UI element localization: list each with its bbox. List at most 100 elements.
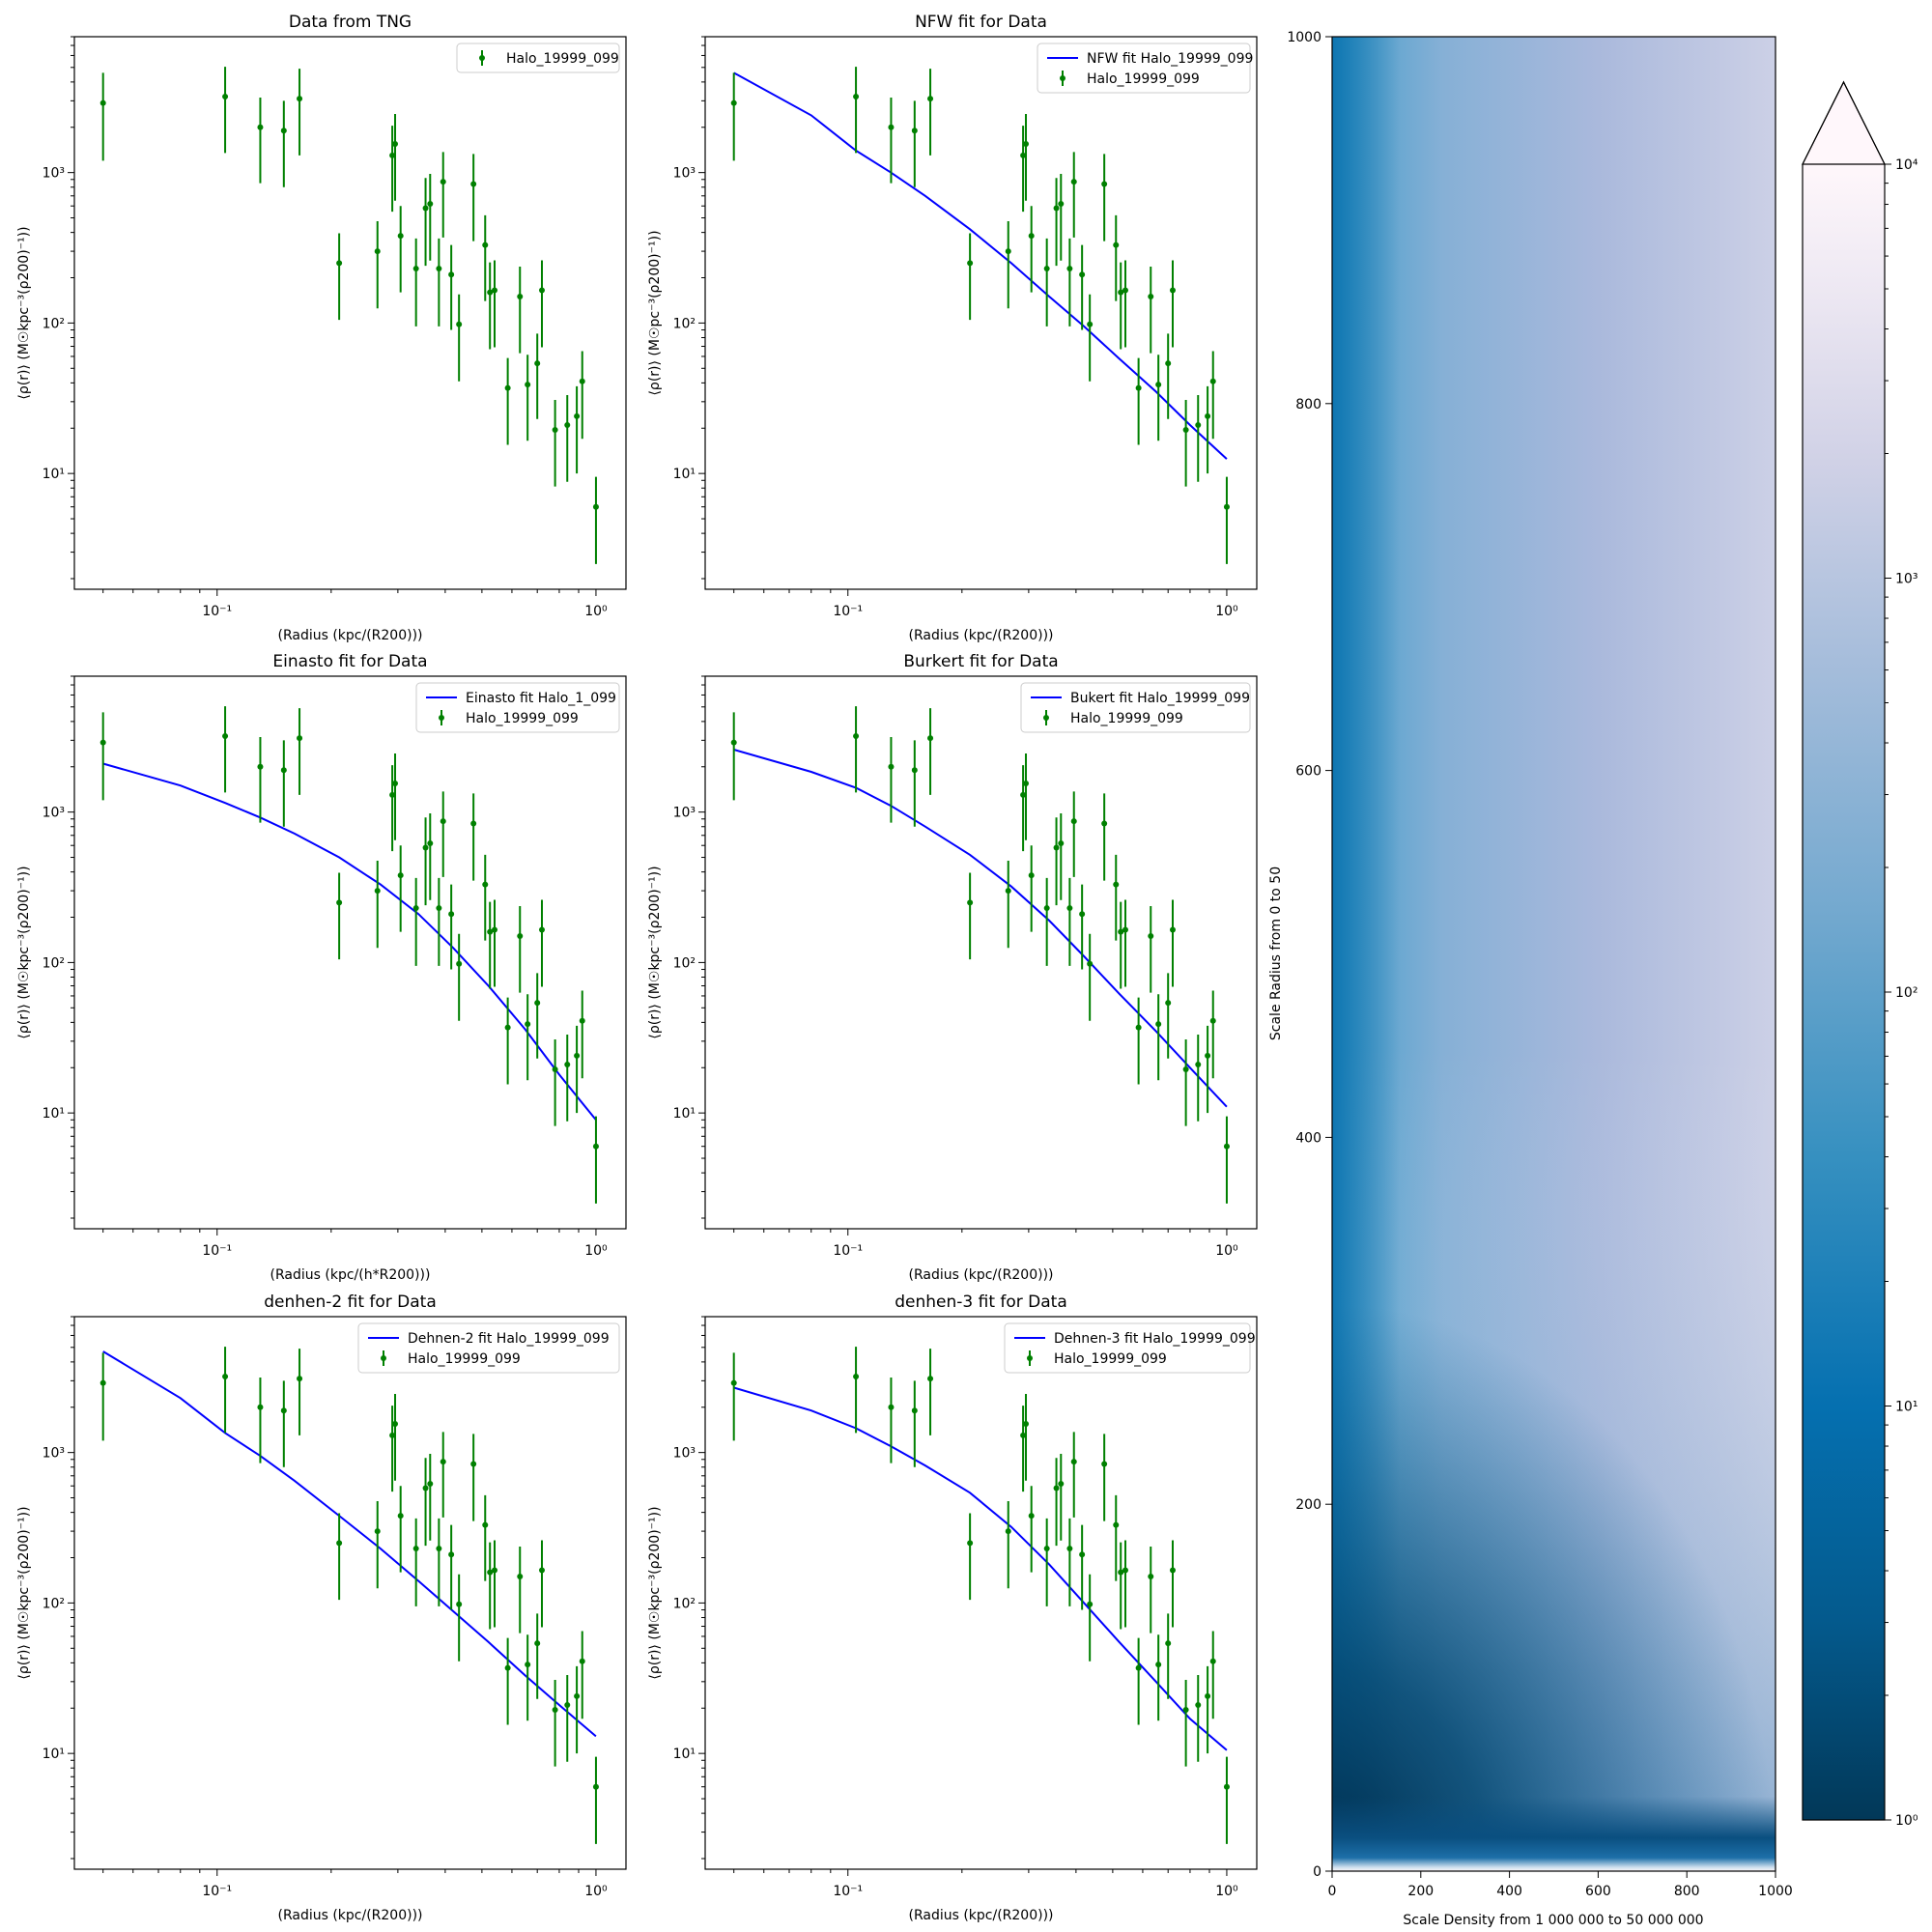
x-axis-ticks: 10⁻¹ 10⁰ [733,1869,1238,1899]
data-point [1169,287,1176,294]
data-point [1195,1061,1202,1067]
y-tick-label: 10² [673,955,696,971]
y-axis-label: ⟨ρ(r)⟩ (M☉pc⁻³(ρ200)⁻¹)) [647,230,663,395]
legend-box [1020,682,1251,733]
data-point [1005,888,1011,895]
data-point [1023,141,1030,148]
data-point [888,763,895,770]
data-point [1113,1521,1120,1528]
data-point [1079,911,1086,918]
x-tick-label: 10⁻¹ [833,1243,863,1259]
data-point [222,1373,229,1379]
data-point [1169,1567,1176,1574]
data-point [491,287,497,294]
data-point [1066,905,1073,912]
data-point [574,1052,581,1059]
legend-entry: Halo_19999_099 [1054,1351,1167,1367]
data-point [1066,1546,1073,1552]
data-point [552,1065,558,1072]
data-point [579,1017,585,1024]
heatmap-ylabel: Scale Radius from 0 to 50 [1268,867,1284,1040]
colorbar-tick-label: 10³ [1895,572,1918,587]
data-point [574,1692,581,1699]
data-point [280,128,287,134]
data-point [389,1432,396,1438]
chart-panel-1: Data from TNG 10⁻¹ 10⁰ 10¹ 10² 10³ (Radius (kp… [16,13,627,643]
legend-box [415,682,620,733]
data-point [487,928,494,935]
x-axis-ticks: 10⁻¹ 10⁰ [102,1229,608,1259]
data-point [427,200,434,207]
data-point [257,1404,264,1410]
legend-box [1004,1322,1251,1374]
data-point [392,141,399,148]
data-point [1182,1065,1189,1072]
heatmap-y-tick-label: 1000 [1287,30,1321,45]
data-point [1135,384,1142,391]
data-point [1155,1021,1162,1028]
data-point [1028,233,1035,240]
data-point [448,911,455,918]
data-point [1118,1569,1124,1576]
y-axis-label: ⟨ρ(r)⟩ (M☉kpc⁻³(ρ200)⁻¹)) [647,866,663,1038]
data-point [853,1373,860,1379]
fit-line [102,762,597,1121]
data-point [1118,289,1124,296]
data-point [1066,266,1073,272]
data-point [1182,1706,1189,1713]
y-tick-label: 10³ [43,166,65,182]
data-point [579,1658,585,1664]
data-point [1020,791,1027,798]
data-point [1020,152,1027,158]
data-point [1135,1664,1142,1671]
data-point [487,1569,494,1576]
legend: Dehnen-2 fit Halo_19999_099 Halo_19999_09… [357,1322,620,1374]
data-point [1122,926,1128,933]
data-point [1053,844,1060,851]
data-point [853,732,860,739]
data-point [1122,1567,1128,1574]
chart-title: denhen-3 fit for Data [895,1293,1067,1312]
data-point [436,905,442,912]
data-point [336,260,343,267]
data-point [297,96,303,102]
x-tick-label: 10⁻¹ [833,1884,863,1899]
plot-frame [704,1316,1258,1870]
data-points [99,706,599,1204]
plot-frame [73,1316,627,1870]
colorbar-tick-label: 10⁴ [1895,157,1918,173]
data-point [280,767,287,774]
data-point [412,905,419,912]
y-tick-label: 10¹ [673,1106,696,1122]
chart-panel-4: Burkert fit for Data 10⁻¹ 10⁰ 10¹ 10² 10³ (Rad… [647,652,1258,1283]
data-point [552,426,558,433]
data-point [1087,321,1094,327]
data-point [336,899,343,906]
legend-entry: Bukert fit Halo_19999_099 [1070,691,1250,706]
data-point [1070,1459,1077,1465]
data-point [470,181,477,187]
data-point [491,1567,497,1574]
data-point [730,739,737,746]
data-point [222,732,229,739]
chart-panel-3: Einasto fit for Data 10⁻¹ 10⁰ 10¹ 10² 10³ (Rad… [16,652,627,1283]
data-point [538,926,545,933]
data-point [927,735,934,742]
y-axis-label: ⟨ρ(r)⟩ (M☉kpc⁻³(ρ200)⁻¹)) [16,866,32,1038]
chart-panel-6: denhen-3 fit for Data 10⁻¹ 10⁰ 10¹ 10² 10³ (Ra… [647,1293,1258,1923]
y-tick-label: 10¹ [43,1747,65,1762]
data-point [297,1376,303,1382]
chart-title: denhen-2 fit for Data [264,1293,437,1312]
chart-panel-2: NFW fit for Data 10⁻¹ 10⁰ 10¹ 10² 10³ (Radius … [647,13,1258,643]
data-point [574,412,581,419]
data-point [1122,287,1128,294]
data-point [257,124,264,130]
x-tick-label: 10⁻¹ [202,1243,232,1259]
heatmap-y-tick-label: 600 [1295,764,1321,780]
data-point [1079,1551,1086,1558]
data-point [1079,271,1086,278]
y-axis-label: ⟨ρ(r)⟩ (M☉kpc⁻³(ρ200)⁻¹)) [647,1506,663,1679]
x-axis-ticks: 10⁻¹ 10⁰ [102,1869,608,1899]
x-axis-ticks: 10⁻¹ 10⁰ [733,589,1238,619]
data-point [1205,1052,1211,1059]
